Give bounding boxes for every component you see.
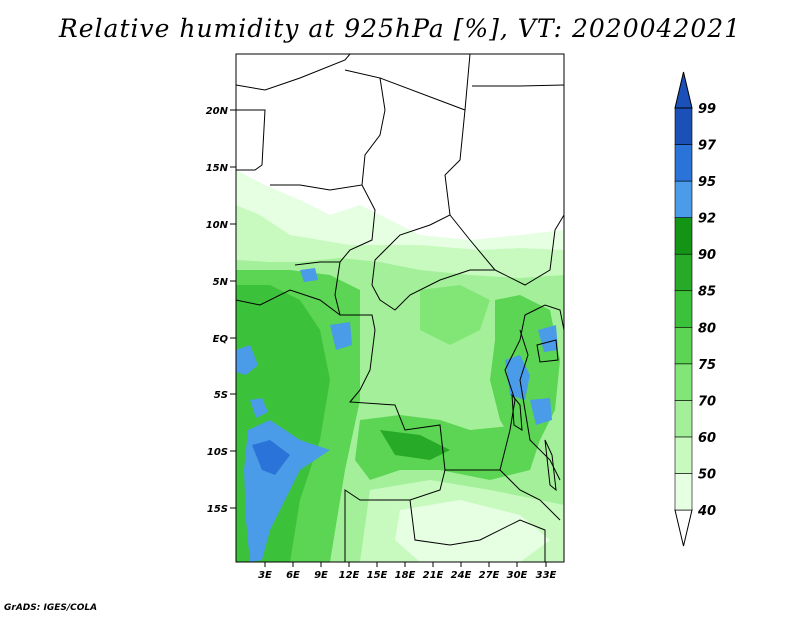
lat-label: 5S — [214, 390, 228, 401]
colorbar-segment — [674, 217, 693, 255]
lat-tick-15s: 15S — [207, 504, 236, 515]
lon-tick-6e: 6E — [286, 562, 300, 581]
lon-label: 24E — [451, 570, 472, 581]
lon-label: 30E — [507, 570, 528, 581]
lon-tick-27e: 27E — [479, 562, 500, 581]
lon-tick-3e: 3E — [258, 562, 272, 581]
colorbar-segment — [674, 180, 693, 218]
colorbar-label: 85 — [698, 285, 716, 300]
colorbar-segment — [674, 363, 693, 401]
colorbar-label: 90 — [698, 248, 716, 263]
colorbar-label: 95 — [698, 175, 716, 190]
colorbar-low-triangle — [674, 509, 693, 547]
colorbar-label: 92 — [698, 212, 716, 227]
grads-credit: GrADS: IGES/COLA — [4, 603, 98, 613]
colorbar-label: 70 — [698, 394, 716, 409]
lon-label: 18E — [395, 570, 416, 581]
lon-tick-9e: 9E — [314, 562, 328, 581]
colorbar-segment — [674, 400, 693, 438]
colorbar-segment — [674, 144, 693, 182]
lon-label: 3E — [258, 570, 272, 581]
map-title: Relative humidity at 925hPa [%], VT: 202… — [58, 14, 742, 43]
colorbar-segment — [674, 253, 693, 292]
lon-label: 6E — [286, 570, 300, 581]
colorbar-segment — [674, 473, 693, 511]
lat-label: 20N — [206, 106, 229, 117]
lon-label: 27E — [479, 570, 500, 581]
lon-tick-30e: 30E — [507, 562, 528, 581]
lat-label: 10S — [207, 447, 228, 458]
lon-label: 12E — [339, 570, 360, 581]
colorbar-label: 50 — [698, 467, 716, 482]
lat-tick-10s: 10S — [207, 447, 236, 458]
colorbar-segment — [674, 290, 693, 328]
lon-tick-15e: 15E — [367, 562, 388, 581]
country-borders — [236, 54, 564, 562]
humidity-field — [236, 54, 564, 562]
colorbar-label: 99 — [698, 102, 716, 117]
lat-tick-15n: 15N — [206, 163, 236, 174]
lat-tick-20n: 20N — [206, 106, 236, 117]
colorbar-high-triangle — [674, 71, 693, 109]
colorbar-label: 80 — [698, 321, 716, 336]
lon-label: 9E — [314, 570, 328, 581]
lat-tick-eq: EQ — [213, 334, 236, 345]
lat-label: 15N — [206, 163, 229, 174]
colorbar-label: 60 — [698, 431, 716, 446]
lat-tick-5s: 5S — [214, 390, 236, 401]
lat-label: EQ — [213, 334, 229, 345]
lon-label: 15E — [367, 570, 388, 581]
longitude-axis: 3E 6E 9E 12E 15E 18E 21E 24E 27E 30E 33E — [258, 562, 557, 581]
lon-tick-18e: 18E — [395, 562, 416, 581]
lat-label: 10N — [206, 220, 229, 231]
colorbar-segment — [674, 436, 693, 474]
lon-tick-21e: 21E — [423, 562, 444, 581]
lon-label: 21E — [423, 570, 444, 581]
map-frame — [235, 53, 565, 563]
lat-label: 5N — [213, 277, 229, 288]
lat-tick-10n: 10N — [206, 220, 236, 231]
lon-label: 33E — [536, 570, 557, 581]
lon-tick-33e: 33E — [536, 562, 557, 581]
latitude-axis: 20N 15N 10N 5N EQ 5S 10S 15S — [206, 106, 236, 515]
colorbar-label: 75 — [698, 358, 716, 373]
colorbar-segment — [674, 326, 693, 365]
colorbar-segment — [674, 107, 693, 145]
colorbar-label: 40 — [697, 504, 716, 519]
lat-tick-5n: 5N — [213, 277, 236, 288]
colorbar: 40 50 60 70 75 80 85 90 92 95 97 99 — [674, 71, 717, 547]
colorbar-label: 97 — [698, 139, 717, 154]
lon-tick-12e: 12E — [339, 562, 360, 581]
lat-label: 15S — [207, 504, 228, 515]
lakes — [511, 339, 559, 492]
lon-tick-24e: 24E — [451, 562, 472, 581]
